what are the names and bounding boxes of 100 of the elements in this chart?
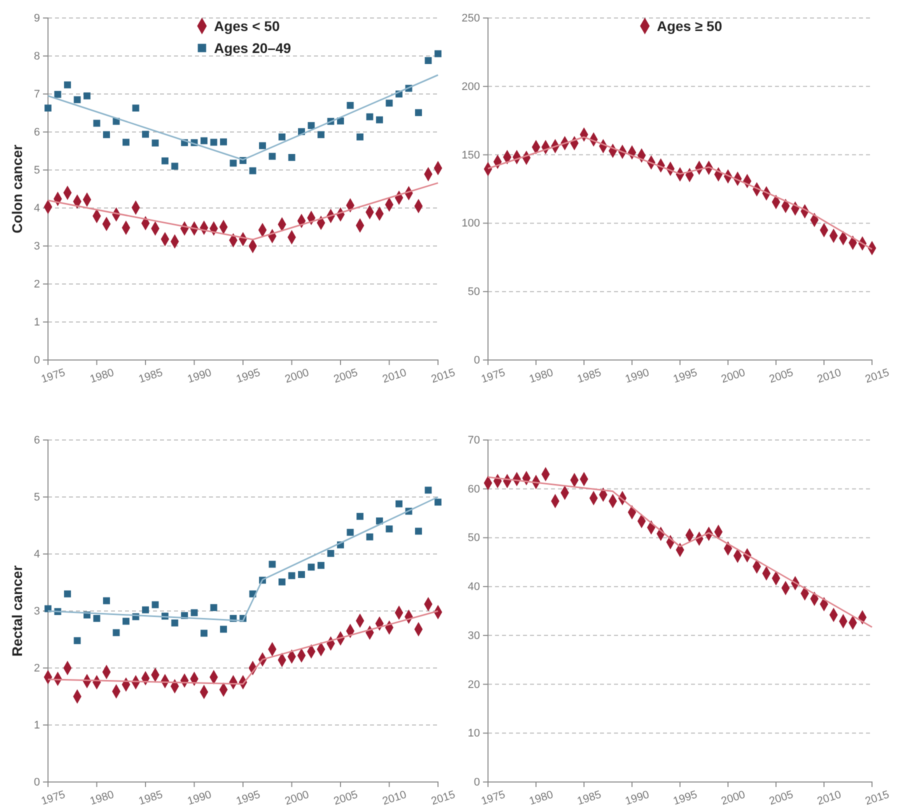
y-axis-title: Rectal cancer xyxy=(9,564,25,657)
legend-label: Ages < 50 xyxy=(214,18,280,34)
point xyxy=(132,104,140,112)
y-tick-label: 6 xyxy=(34,126,40,139)
legend-label: Ages 20–49 xyxy=(214,40,292,56)
point xyxy=(434,498,442,506)
x-tick-label: 2010 xyxy=(816,366,843,386)
point xyxy=(298,571,305,578)
point xyxy=(122,618,130,625)
y-tick-label: 20 xyxy=(468,678,480,691)
y-tick-label: 30 xyxy=(468,630,480,642)
y-tick-label: 10 xyxy=(468,728,480,740)
x-tick-label: 2005 xyxy=(768,366,795,386)
y-tick-label: 3 xyxy=(34,606,40,618)
y-tick-label: 6 xyxy=(34,434,40,447)
x-tick-label: 2015 xyxy=(430,788,457,807)
x-tick-label: 1980 xyxy=(88,366,116,386)
point xyxy=(366,113,374,120)
point xyxy=(308,122,315,130)
x-tick-label: 1990 xyxy=(186,366,214,386)
point xyxy=(356,133,364,140)
x-tick-label: 1980 xyxy=(528,366,555,386)
y-tick-label: 3 xyxy=(34,240,40,253)
point xyxy=(318,131,324,138)
point xyxy=(396,500,402,508)
point xyxy=(220,138,227,146)
point xyxy=(288,572,296,580)
x-tick-label: 2000 xyxy=(720,366,747,386)
point xyxy=(103,597,110,604)
y-tick-label: 1 xyxy=(34,720,40,732)
x-tick-label: 1985 xyxy=(576,788,603,807)
point xyxy=(220,626,227,633)
y-tick-label: 70 xyxy=(468,434,480,447)
y-tick-label: 1 xyxy=(34,316,40,329)
point xyxy=(268,152,276,160)
legend-label: Ages ≥ 50 xyxy=(656,18,722,34)
x-tick-label: 1995 xyxy=(672,788,699,807)
x-tick-label: 2005 xyxy=(332,788,360,807)
point xyxy=(230,160,237,167)
x-tick-label: 1975 xyxy=(480,788,507,807)
point xyxy=(162,157,168,164)
point xyxy=(93,614,100,622)
point xyxy=(200,630,208,637)
x-tick-label: 1995 xyxy=(234,788,262,807)
point xyxy=(356,512,364,520)
point xyxy=(171,162,178,170)
x-tick-label: 1975 xyxy=(40,366,67,386)
point xyxy=(424,486,432,494)
x-tick-label: 1990 xyxy=(624,788,651,807)
x-tick-label: 1990 xyxy=(186,788,214,807)
x-tick-label: 2010 xyxy=(381,366,408,386)
point xyxy=(318,562,324,569)
y-tick-label: 9 xyxy=(34,12,40,25)
x-tick-label: 1995 xyxy=(234,366,262,386)
y-tick-label: 100 xyxy=(462,218,480,230)
point xyxy=(171,620,178,626)
point xyxy=(54,90,62,98)
point xyxy=(200,137,208,144)
point xyxy=(103,131,110,138)
point xyxy=(44,104,52,112)
y-tick-label: 0 xyxy=(474,776,480,789)
point xyxy=(327,550,334,557)
x-tick-label: 2015 xyxy=(430,366,457,386)
point xyxy=(434,50,442,58)
y-tick-label: 50 xyxy=(468,286,480,298)
x-tick-label: 1980 xyxy=(88,788,116,807)
x-tick-label: 2000 xyxy=(720,788,747,807)
x-tick-label: 1995 xyxy=(672,366,699,386)
x-tick-label: 2005 xyxy=(332,366,360,386)
point xyxy=(210,604,218,612)
point xyxy=(112,629,120,636)
point xyxy=(278,578,286,586)
point xyxy=(122,138,130,146)
y-tick-label: 7 xyxy=(34,88,40,101)
y-tick-label: 5 xyxy=(34,492,40,504)
point xyxy=(415,109,422,116)
y-tick-label: 2 xyxy=(34,278,40,291)
y-tick-label: 250 xyxy=(462,12,480,25)
y-tick-label: 200 xyxy=(462,80,480,93)
x-tick-label: 2000 xyxy=(284,366,311,386)
x-tick-label: 1990 xyxy=(624,366,651,386)
y-tick-label: 4 xyxy=(34,548,40,561)
point xyxy=(424,57,432,64)
x-tick-label: 2005 xyxy=(768,788,795,807)
x-tick-label: 1985 xyxy=(137,788,164,807)
y-tick-label: 0 xyxy=(474,354,480,367)
point xyxy=(386,100,393,107)
y-tick-label: 5 xyxy=(34,164,40,177)
y-tick-label: 8 xyxy=(34,50,40,63)
point xyxy=(415,528,422,535)
y-tick-label: 0 xyxy=(34,776,40,789)
x-tick-label: 2010 xyxy=(381,788,408,807)
point xyxy=(190,609,198,616)
point xyxy=(64,81,71,88)
point xyxy=(386,525,393,532)
point xyxy=(259,142,266,150)
x-tick-label: 1985 xyxy=(137,366,164,386)
point xyxy=(142,130,149,138)
y-axis-title: Colon cancer xyxy=(9,144,25,234)
point xyxy=(366,533,374,540)
